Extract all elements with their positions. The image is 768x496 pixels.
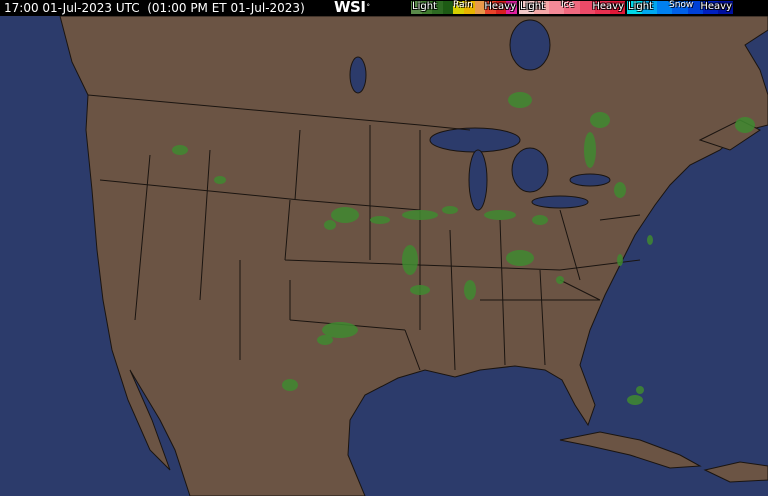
precip-cell: [410, 285, 430, 295]
rain-swatch: [421, 1, 433, 14]
lake-huron: [511, 147, 549, 193]
precip-cell: [647, 235, 653, 245]
hudson-bay-inlet: [509, 19, 551, 71]
precip-cell: [322, 322, 358, 338]
precip-cell: [627, 395, 643, 405]
legend-snow: Light Heavy Snow: [627, 1, 733, 14]
precip-cell: [464, 280, 476, 300]
lake-winnipeg: [349, 56, 367, 94]
rain-swatch: [411, 1, 422, 14]
rain-title: Rain: [453, 0, 473, 10]
precip-cell: [370, 216, 390, 224]
logo-mark: °: [366, 3, 370, 11]
rain-swatch: [485, 1, 496, 14]
great-lakes: [349, 19, 611, 211]
logo-text: WSI: [334, 0, 366, 16]
lake-superior: [429, 127, 521, 153]
hispaniola: [703, 461, 768, 483]
lake-michigan: [468, 149, 488, 211]
precip-cell: [172, 145, 188, 155]
precip-cell: [584, 132, 596, 168]
lake-ontario: [569, 173, 611, 187]
legend-ice: Light Heavy Ice: [519, 1, 625, 14]
wsi-logo: WSI°: [334, 0, 370, 16]
precip-cell: [402, 210, 438, 220]
rain-swatch: [432, 1, 443, 14]
cuba: [559, 431, 702, 469]
ice-swatch: [594, 1, 610, 14]
rain-swatch: [506, 1, 517, 14]
precip-cell: [317, 335, 333, 345]
precip-cell: [508, 92, 532, 108]
ice-title: Ice: [561, 0, 575, 10]
ice-swatch: [564, 1, 580, 14]
ice-swatch: [549, 1, 565, 14]
rain-swatch: [495, 1, 507, 14]
snow-swatch: [642, 1, 658, 14]
snow-light-label: Light: [628, 1, 653, 12]
ice-heavy-label: Heavy: [592, 1, 624, 12]
ice-swatch: [579, 1, 595, 14]
precip-cell: [614, 182, 626, 198]
precip-cell: [402, 245, 418, 275]
precip-cell: [636, 386, 644, 394]
precip-cell: [532, 215, 548, 225]
ice-swatch: [534, 1, 550, 14]
precip-cell: [282, 379, 298, 391]
precip-cell: [735, 117, 755, 133]
header-bar: 17:00 01-Jul-2023 UTC (01:00 PM ET 01-Ju…: [0, 0, 768, 16]
rain-swatch: [463, 1, 475, 14]
lake-erie: [531, 195, 589, 209]
precip-cell: [556, 276, 564, 284]
timestamp: 17:00 01-Jul-2023 UTC (01:00 PM ET 01-Ju…: [4, 1, 305, 15]
precip-cell: [442, 206, 458, 214]
snow-swatch: [672, 1, 688, 14]
snow-swatch: [717, 1, 733, 14]
snow-swatch: [687, 1, 703, 14]
ice-swatch: [519, 1, 535, 14]
state-borders: [87, 94, 641, 371]
snow-heavy-label: Heavy: [700, 1, 732, 12]
precip-cell: [331, 207, 359, 223]
rain-swatch: [453, 1, 464, 14]
rain-swatch: [442, 1, 454, 14]
precip-cell: [617, 254, 623, 266]
legend-rain: Light Heavy Rain: [411, 1, 517, 14]
precip-cell: [590, 112, 610, 128]
rain-swatch: [474, 1, 486, 14]
snow-swatch: [702, 1, 718, 14]
snow-swatch: [627, 1, 643, 14]
precipitation: [172, 92, 755, 405]
ice-swatch: [609, 1, 625, 14]
snow-title: Snow: [669, 0, 694, 10]
precip-cell: [506, 250, 534, 266]
rain-heavy-label: Heavy: [484, 1, 516, 12]
ice-light-label: Light: [520, 1, 545, 12]
snow-swatch: [657, 1, 673, 14]
precip-cell: [214, 176, 226, 184]
precip-cell: [324, 220, 336, 230]
rain-light-label: Light: [412, 1, 437, 12]
precip-cell: [484, 210, 516, 220]
